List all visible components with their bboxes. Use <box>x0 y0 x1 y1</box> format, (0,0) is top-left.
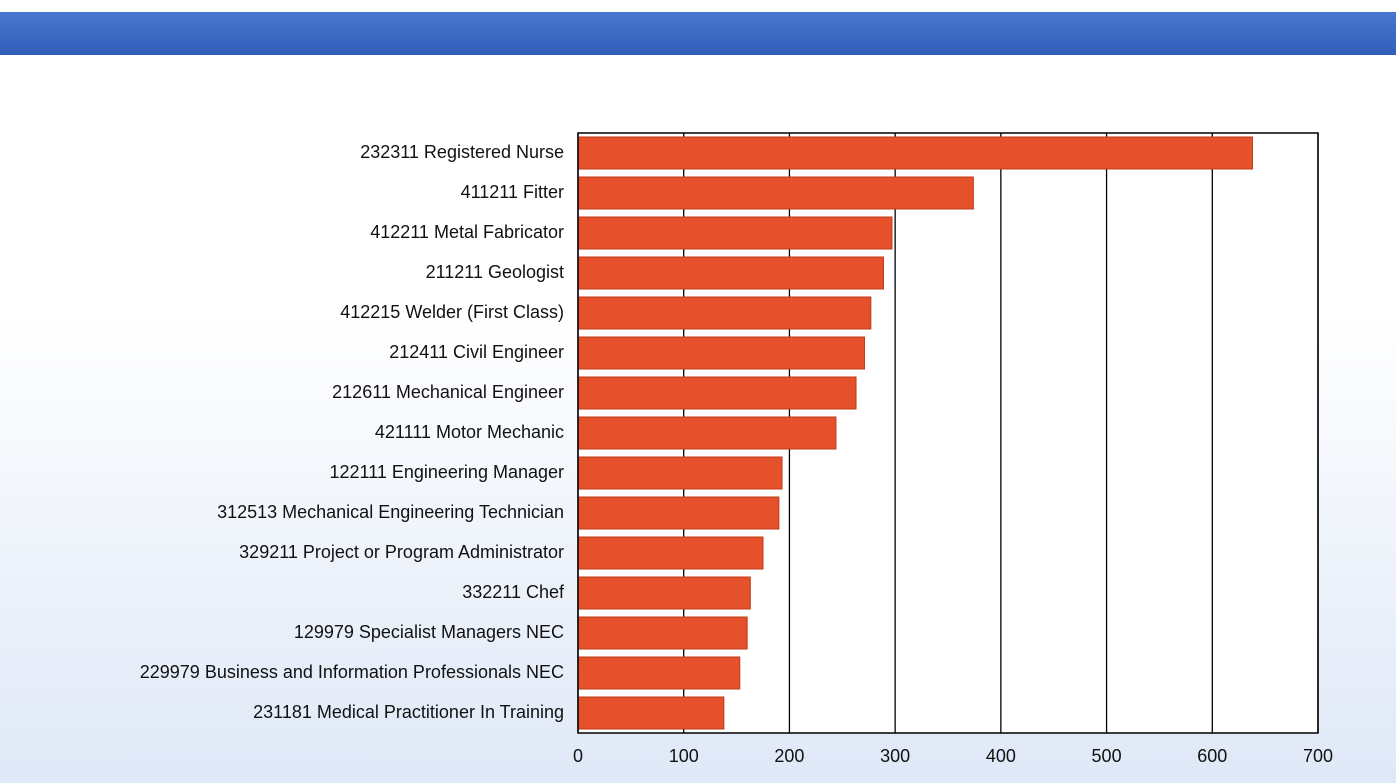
x-tick-label: 200 <box>774 746 804 766</box>
bar <box>577 216 893 250</box>
x-tick-label: 300 <box>880 746 910 766</box>
bar <box>577 176 974 210</box>
y-tick-label: 212411 Civil Engineer <box>389 342 564 362</box>
bar <box>577 696 725 730</box>
bar <box>577 576 751 610</box>
bar <box>577 616 748 650</box>
x-tick-label: 600 <box>1197 746 1227 766</box>
bar <box>577 536 764 570</box>
x-tick-label: 100 <box>669 746 699 766</box>
x-tick-label: 700 <box>1303 746 1333 766</box>
bar <box>577 256 885 290</box>
bar <box>577 656 741 690</box>
bar <box>577 456 783 490</box>
y-tick-label: 329211 Project or Program Administrator <box>239 542 564 562</box>
x-tick-label: 0 <box>573 746 583 766</box>
bar <box>577 376 857 410</box>
y-tick-label: 211211 Geologist <box>426 262 564 282</box>
y-tick-label: 122111 Engineering Manager <box>329 462 564 482</box>
header-band <box>0 12 1396 55</box>
y-tick-label: 129979 Specialist Managers NEC <box>294 622 564 642</box>
y-tick-label: 312513 Mechanical Engineering Technician <box>217 502 564 522</box>
x-tick-label: 400 <box>986 746 1016 766</box>
y-tick-label: 332211 Chef <box>462 582 565 602</box>
y-tick-label: 411211 Fitter <box>461 182 564 202</box>
y-tick-label: 231181 Medical Practitioner In Training <box>253 702 564 722</box>
bar <box>577 416 837 450</box>
y-tick-label: 232311 Registered Nurse <box>360 142 564 162</box>
bar <box>577 136 1253 170</box>
y-tick-label: 212611 Mechanical Engineer <box>332 382 564 402</box>
y-tick-label: 421111 Motor Mechanic <box>375 422 564 442</box>
y-tick-label: 412211 Metal Fabricator <box>370 222 564 242</box>
y-tick-label: 412215 Welder (First Class) <box>340 302 564 322</box>
bar <box>577 496 780 530</box>
bar <box>577 296 872 330</box>
y-tick-label: 229979 Business and Information Professi… <box>140 662 564 682</box>
x-tick-label: 500 <box>1092 746 1122 766</box>
plot-border <box>577 132 1319 734</box>
bar <box>577 336 865 370</box>
